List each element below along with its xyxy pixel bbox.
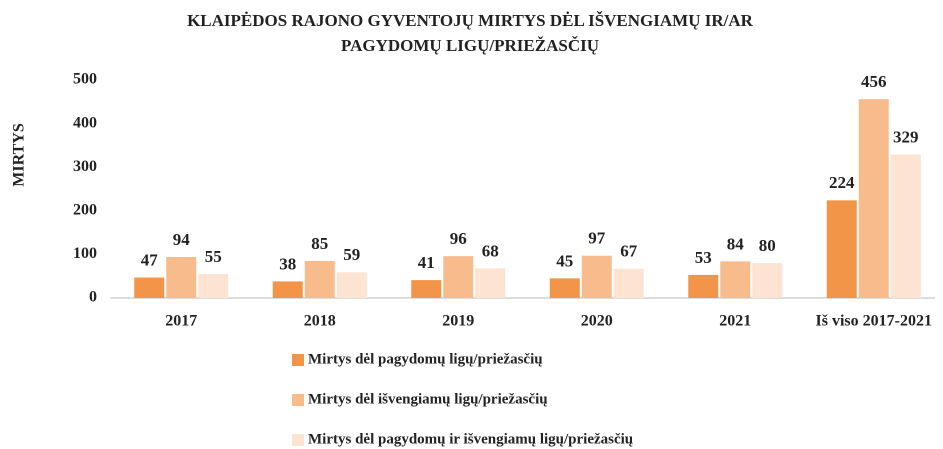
value-label: 45 xyxy=(556,251,573,270)
value-label: 85 xyxy=(311,234,328,253)
value-label: 329 xyxy=(893,127,919,146)
value-label: 224 xyxy=(829,173,855,192)
value-label: 38 xyxy=(279,254,296,273)
value-label: 53 xyxy=(695,248,712,267)
legend-swatch xyxy=(292,394,304,406)
bar xyxy=(134,277,165,298)
bar xyxy=(581,255,612,298)
value-label: 84 xyxy=(727,234,745,253)
y-tick-label: 200 xyxy=(73,201,97,218)
bar xyxy=(336,272,367,298)
value-label: 80 xyxy=(759,236,776,255)
x-tick-label: 2019 xyxy=(442,313,474,330)
bar xyxy=(858,99,889,299)
bar xyxy=(890,154,921,298)
legend-swatch xyxy=(292,354,304,366)
bar xyxy=(475,268,506,298)
y-tick-label: 300 xyxy=(73,158,97,175)
value-label: 59 xyxy=(343,245,360,264)
value-label: 94 xyxy=(173,230,191,249)
value-label: 47 xyxy=(141,250,159,269)
value-label: 41 xyxy=(418,253,435,272)
y-tick-label: 500 xyxy=(73,71,97,88)
bar xyxy=(720,261,751,298)
value-label: 68 xyxy=(482,241,499,260)
value-label: 55 xyxy=(205,247,222,266)
legend-swatch xyxy=(292,434,304,446)
x-tick-label: 2017 xyxy=(165,313,197,330)
bar xyxy=(752,263,783,298)
chart-subtitle: PAGYDOMŲ LIGŲ/PRIEŽASČIŲ xyxy=(341,36,599,55)
value-label: 67 xyxy=(620,242,638,261)
legend-label: Mirtys dėl pagydomų ir išvengiamų ligų/p… xyxy=(308,431,633,447)
legend-label: Mirtys dėl pagydomų ligų/priežasčių xyxy=(308,351,543,367)
value-label: 456 xyxy=(861,72,887,91)
y-tick-label: 400 xyxy=(73,114,97,131)
bar xyxy=(198,274,229,298)
bar xyxy=(443,256,474,298)
bar xyxy=(166,257,197,298)
bar xyxy=(411,280,442,298)
y-axis-label: MIRTYS xyxy=(11,123,28,187)
legend-label: Mirtys dėl išvengiamų ligų/priežasčių xyxy=(308,391,548,407)
bar xyxy=(688,274,719,298)
chart-title: KLAIPĖDOS RAJONO GYVENTOJŲ MIRTYS DĖL IŠ… xyxy=(187,11,754,30)
y-tick-label: 100 xyxy=(73,245,97,262)
bar xyxy=(304,260,335,298)
bar xyxy=(613,268,644,298)
x-tick-label: 2020 xyxy=(581,313,613,330)
bar xyxy=(549,278,580,298)
x-tick-label: Iš viso 2017-2021 xyxy=(816,313,932,330)
bar xyxy=(826,200,857,298)
value-label: 96 xyxy=(450,229,467,248)
x-tick-label: 2018 xyxy=(304,313,336,330)
value-label: 97 xyxy=(588,229,606,248)
x-tick-label: 2021 xyxy=(719,313,751,330)
y-tick-label: 0 xyxy=(89,289,97,306)
bar xyxy=(272,281,303,298)
